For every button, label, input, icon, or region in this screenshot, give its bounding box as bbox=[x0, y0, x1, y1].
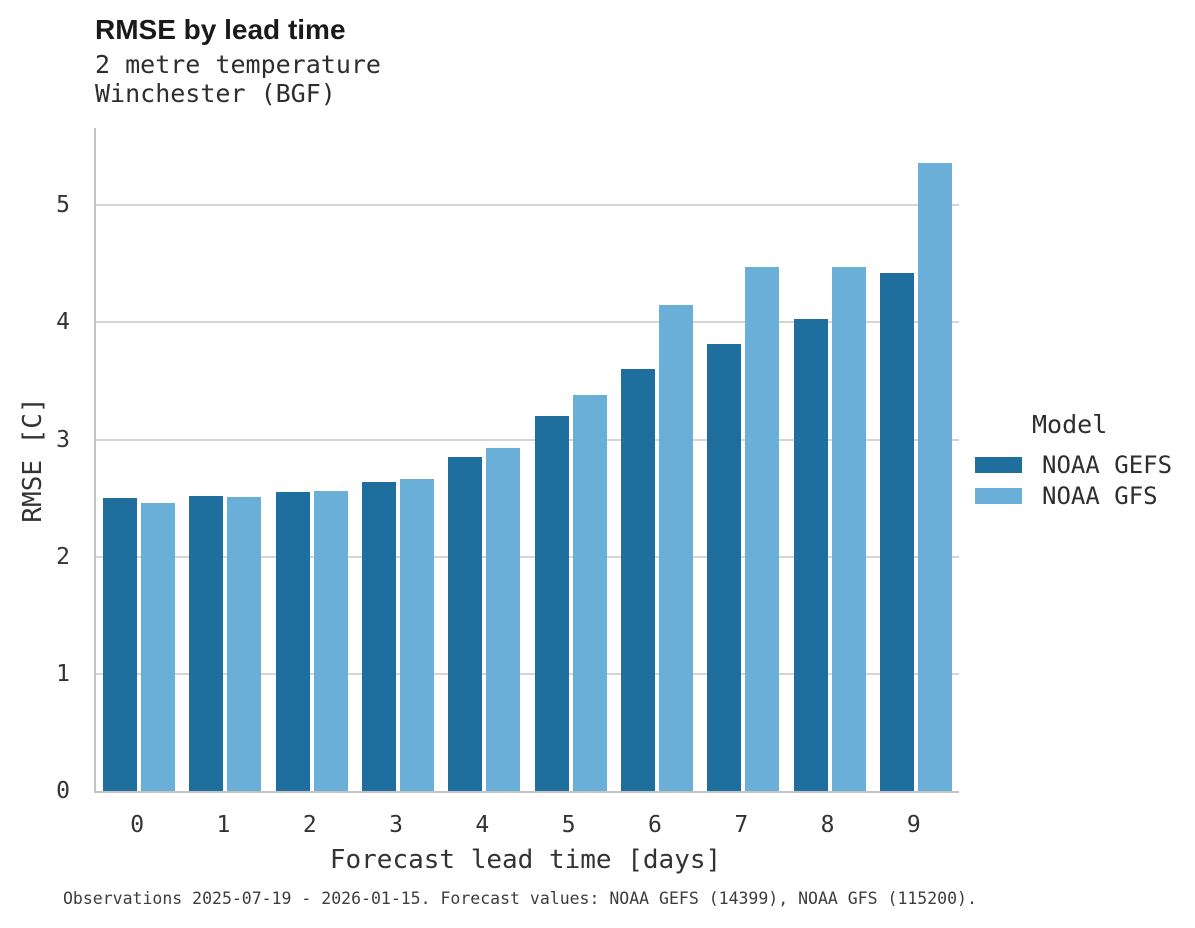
bar-noaa-gfs-lead-7 bbox=[745, 267, 780, 791]
plot-area bbox=[94, 128, 959, 793]
x-axis-title: Forecast lead time [days] bbox=[329, 845, 722, 875]
legend: Model NOAA GEFS NOAA GFS bbox=[975, 409, 1172, 511]
x-tick-label: 0 bbox=[130, 812, 145, 838]
subtitle-line-1: 2 metre temperature bbox=[95, 50, 381, 79]
bar-noaa-gefs-lead-8 bbox=[793, 318, 828, 791]
x-tick-label: 1 bbox=[216, 812, 231, 838]
y-tick-label: 1 bbox=[56, 660, 70, 687]
y-tick-label: 2 bbox=[56, 543, 70, 570]
gridline bbox=[96, 555, 959, 558]
bar-noaa-gefs-lead-7 bbox=[707, 343, 742, 791]
gridline bbox=[96, 672, 959, 675]
gridline bbox=[96, 321, 959, 324]
footer-caption: Observations 2025-07-19 - 2026-01-15. Fo… bbox=[63, 889, 977, 908]
x-tick-label: 5 bbox=[561, 812, 576, 838]
bar-noaa-gfs-lead-0 bbox=[141, 502, 176, 791]
bar-noaa-gfs-lead-1 bbox=[227, 497, 262, 791]
x-tick-label: 6 bbox=[648, 812, 662, 838]
x-tick-label: 9 bbox=[906, 812, 921, 838]
bar-noaa-gefs-lead-5 bbox=[534, 416, 569, 791]
x-tick-label: 2 bbox=[302, 812, 317, 838]
bar-noaa-gfs-lead-3 bbox=[400, 479, 434, 791]
chart-title: RMSE by lead time bbox=[95, 14, 346, 45]
bar-noaa-gefs-lead-0 bbox=[103, 498, 138, 791]
y-tick-label: 3 bbox=[56, 426, 70, 453]
legend-swatch-icon bbox=[975, 456, 1022, 473]
bar-noaa-gefs-lead-3 bbox=[362, 481, 396, 791]
x-tick-label: 4 bbox=[475, 812, 490, 838]
bar-noaa-gefs-lead-4 bbox=[448, 457, 483, 791]
bar-noaa-gfs-lead-9 bbox=[917, 163, 952, 791]
bar-noaa-gefs-lead-6 bbox=[620, 369, 655, 791]
legend-entry-label: NOAA GEFS bbox=[1042, 450, 1173, 479]
legend-entry-label: NOAA GFS bbox=[1042, 481, 1158, 510]
x-tick-label: 3 bbox=[389, 812, 403, 838]
bar-noaa-gfs-lead-4 bbox=[486, 447, 521, 791]
bar-noaa-gefs-lead-9 bbox=[879, 273, 914, 791]
gridline bbox=[96, 204, 959, 207]
bar-noaa-gefs-lead-2 bbox=[275, 492, 310, 791]
bar-noaa-gfs-lead-6 bbox=[658, 304, 693, 791]
bar-noaa-gfs-lead-8 bbox=[831, 267, 866, 791]
subtitle-line-2: Winchester (BGF) bbox=[95, 79, 336, 108]
y-tick-label: 5 bbox=[56, 192, 70, 219]
bar-noaa-gfs-lead-5 bbox=[572, 395, 607, 791]
y-axis-title: RMSE [C] bbox=[18, 397, 48, 523]
gridline bbox=[96, 438, 959, 441]
legend-entry: NOAA GEFS bbox=[975, 449, 1172, 480]
x-tick-label: 8 bbox=[820, 812, 835, 838]
x-tick-label: 7 bbox=[734, 812, 749, 838]
y-tick-label: 0 bbox=[56, 778, 70, 804]
y-tick-label: 4 bbox=[56, 309, 70, 336]
legend-swatch-icon bbox=[975, 487, 1022, 504]
legend-entries: NOAA GEFS NOAA GFS bbox=[975, 449, 1172, 511]
legend-entry: NOAA GFS bbox=[975, 480, 1172, 511]
bar-noaa-gfs-lead-2 bbox=[313, 491, 348, 791]
chart-subtitle: 2 metre temperature Winchester (BGF) bbox=[95, 50, 381, 108]
legend-title: Model bbox=[1032, 410, 1108, 439]
bar-noaa-gefs-lead-1 bbox=[189, 495, 224, 791]
